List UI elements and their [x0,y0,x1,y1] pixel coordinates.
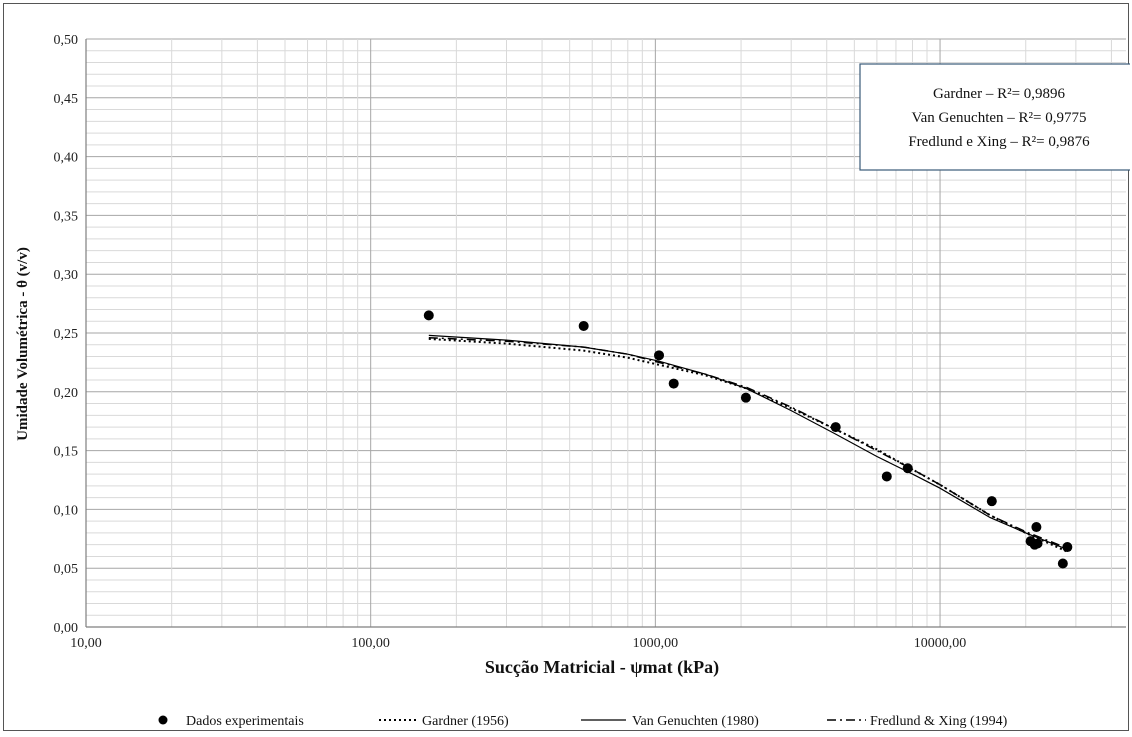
legend-label-dados: Dados experimentais [186,714,304,729]
y-tick-label: 0,15 [54,445,79,460]
legend-label-gardner: Gardner (1956) [422,714,509,729]
data-point [1057,558,1068,569]
data-point [423,310,434,321]
series-layer [423,310,1073,569]
data-point [654,350,665,361]
x-axis-label: Sucção Matricial - ψmat (kPa) [485,657,719,678]
y-tick-label: 0,20 [54,386,79,401]
data-point [578,320,589,331]
data-point [1062,542,1073,553]
y-tick-label: 0,00 [54,621,79,636]
y-tick-label: 0,40 [54,151,79,166]
data-point [740,392,751,403]
y-tick-label: 0,25 [54,327,79,342]
x-tick-label: 1000,00 [633,636,679,651]
x-tick-label: 10,00 [70,636,102,651]
series-line-van-genuchten-1980 [428,334,1068,550]
y-tick-label: 0,10 [54,503,79,518]
data-point [830,422,841,433]
data-point [986,496,997,507]
x-tick-label: 10000,00 [914,636,967,651]
r2-annotation-box: Gardner – R²= 0,9896 Van Genuchten – R²=… [859,63,1132,171]
y-tick-label: 0,50 [54,33,79,48]
data-point [668,378,679,389]
legend-label-fredlund-xing: Fredlund & Xing (1994) [870,714,1008,729]
y-tick-label: 0,35 [54,209,79,224]
y-tick-label: 0,05 [54,562,79,577]
legend-label-van-genuchten: Van Genuchten (1980) [632,714,759,729]
data-point [1032,538,1043,549]
axis-ticks: 0,00 0,05 0,10 0,15 0,20 0,25 0,30 0,35 0,40 0,45… [54,33,967,651]
data-point [902,463,913,474]
annotation-line-van-genuchten: Van Genuchten – R²= 0,9775 [911,110,1086,126]
annotation-border [859,63,1132,171]
annotation-line-gardner: Gardner – R²= 0,9896 [933,86,1066,102]
data-point [881,471,892,482]
legend: Dados experimentais Gardner (1956) Van G… [158,714,1008,729]
chart-frame: 0,00 0,05 0,10 0,15 0,20 0,25 0,30 0,35 0,40 0,45… [3,3,1132,731]
y-axis-label: Umidade Volumétrica - θ (v/v) [15,247,31,441]
chart-svg: 0,00 0,05 0,10 0,15 0,20 0,25 0,30 0,35 0,40 0,45… [15,33,1132,729]
y-tick-label: 0,45 [54,92,79,107]
series-line-gardner-1956 [428,337,1068,553]
x-tick-label: 100,00 [351,636,390,651]
y-tick-label: 0,30 [54,268,79,283]
annotation-line-fredlund-xing: Fredlund e Xing – R²= 0,9876 [908,134,1090,150]
legend-marker-dados [158,715,168,725]
data-point [1031,522,1042,533]
